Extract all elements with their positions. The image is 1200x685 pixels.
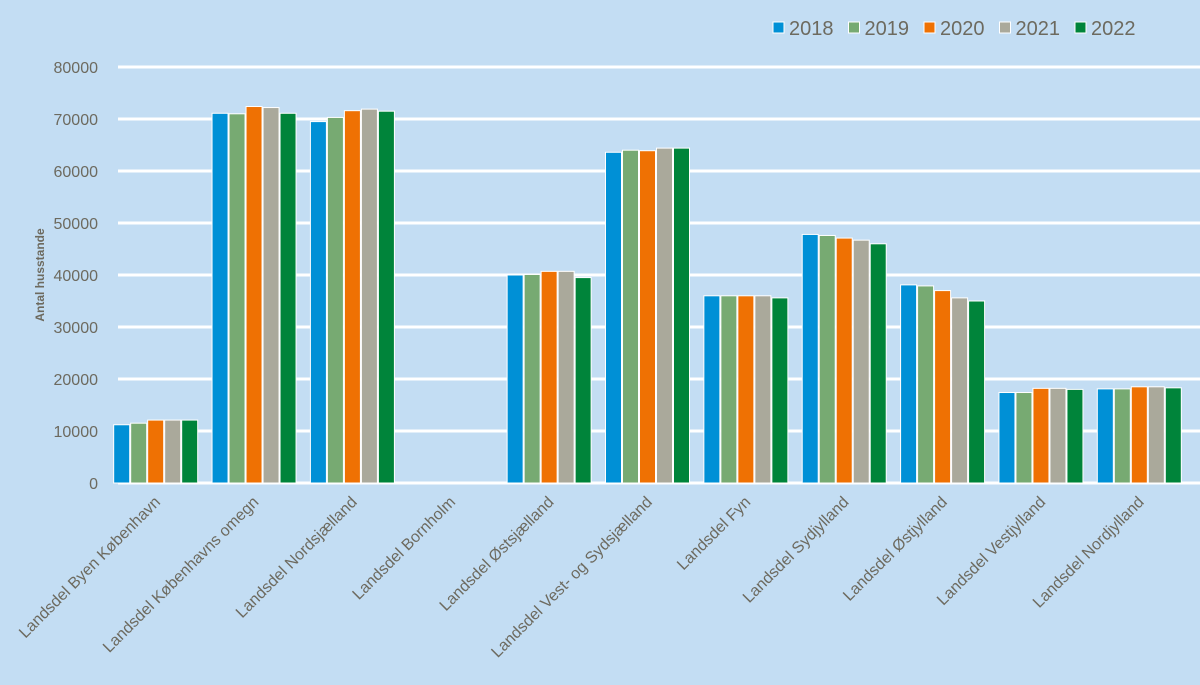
bar [771, 297, 789, 484]
y-tick-label: 80000 [54, 60, 99, 77]
bar [309, 121, 327, 484]
x-tick-label: Landsdel Bornholm [350, 494, 460, 604]
x-tick-label: Landsdel Fyn [674, 494, 754, 574]
y-tick-label: 20000 [54, 372, 99, 389]
bar [754, 295, 772, 484]
bar [639, 150, 656, 484]
y-axis-ticks: 0 10000 20000 30000 40000 50000 60000 70000 8000… [54, 60, 99, 493]
bar [656, 147, 673, 484]
bar [1130, 386, 1148, 484]
legend-swatch [923, 21, 936, 34]
bar [917, 285, 935, 484]
bar [228, 113, 246, 484]
y-tick-label: 50000 [54, 216, 99, 233]
bar [737, 295, 755, 484]
x-tick-label: Landsdel Københavns omegn [100, 494, 262, 656]
bar [900, 284, 918, 484]
bar [540, 270, 558, 484]
bar [852, 239, 870, 484]
legend-swatch [1074, 21, 1087, 34]
bar [818, 234, 836, 484]
bar [622, 149, 639, 484]
bar [869, 243, 887, 484]
bar [326, 116, 344, 484]
bar [703, 295, 721, 484]
y-tick-label: 10000 [54, 424, 99, 441]
bar [1015, 392, 1033, 484]
legend-label: 2018 [789, 18, 834, 40]
y-tick-label: 40000 [54, 268, 99, 285]
legend-swatch [999, 21, 1011, 34]
bar [1147, 386, 1165, 484]
bar [1113, 388, 1131, 484]
bar [262, 107, 280, 484]
legend-label: 2019 [865, 18, 910, 40]
bar [343, 110, 361, 484]
bar [506, 274, 524, 484]
legend-label: 2020 [940, 18, 985, 40]
x-tick-label: Landsdel Nordjylland [1030, 494, 1148, 612]
bar [245, 106, 263, 484]
bar [720, 295, 738, 484]
bar [211, 112, 229, 484]
legend-label: 2022 [1091, 18, 1136, 40]
bar [279, 112, 297, 484]
legend-swatch [772, 21, 785, 34]
bar [835, 237, 853, 484]
bar [1032, 387, 1050, 484]
bar [113, 424, 131, 484]
y-tick-label: 0 [89, 476, 98, 493]
bar [673, 147, 690, 484]
legend-label: 2021 [1016, 18, 1061, 40]
y-tick-label: 30000 [54, 320, 99, 337]
bar [934, 290, 952, 484]
bar [360, 108, 378, 484]
bar [1164, 387, 1182, 484]
y-tick-label: 60000 [54, 164, 99, 181]
bar [557, 270, 575, 484]
bar [377, 110, 395, 484]
x-tick-label: Landsdel Østjylland [840, 494, 951, 605]
bar [1066, 388, 1084, 484]
bar [181, 419, 199, 484]
x-tick-label: Landsdel Østsjælland [437, 494, 558, 615]
bars [113, 106, 1182, 484]
x-tick-label: Landsdel Vest- og Sydsjælland [488, 494, 655, 661]
bar [951, 297, 969, 484]
x-tick-label: Landsdel Vestjylland [934, 494, 1049, 609]
legend: 2018 2019 2020 2021 2022 [772, 18, 1136, 40]
bar [605, 151, 622, 484]
bar [1049, 387, 1067, 484]
bar [574, 277, 592, 484]
x-tick-label: Landsdel Sydjylland [740, 494, 853, 607]
bar [1096, 388, 1114, 484]
bar [968, 300, 986, 484]
y-tick-label: 70000 [54, 112, 99, 129]
bar [147, 419, 165, 484]
legend-swatch [848, 21, 860, 34]
y-axis-label: Antal husstande [33, 228, 47, 322]
bar [801, 233, 819, 484]
bar [523, 273, 541, 484]
bar [164, 419, 182, 484]
bar [130, 422, 148, 484]
bar [998, 392, 1016, 484]
